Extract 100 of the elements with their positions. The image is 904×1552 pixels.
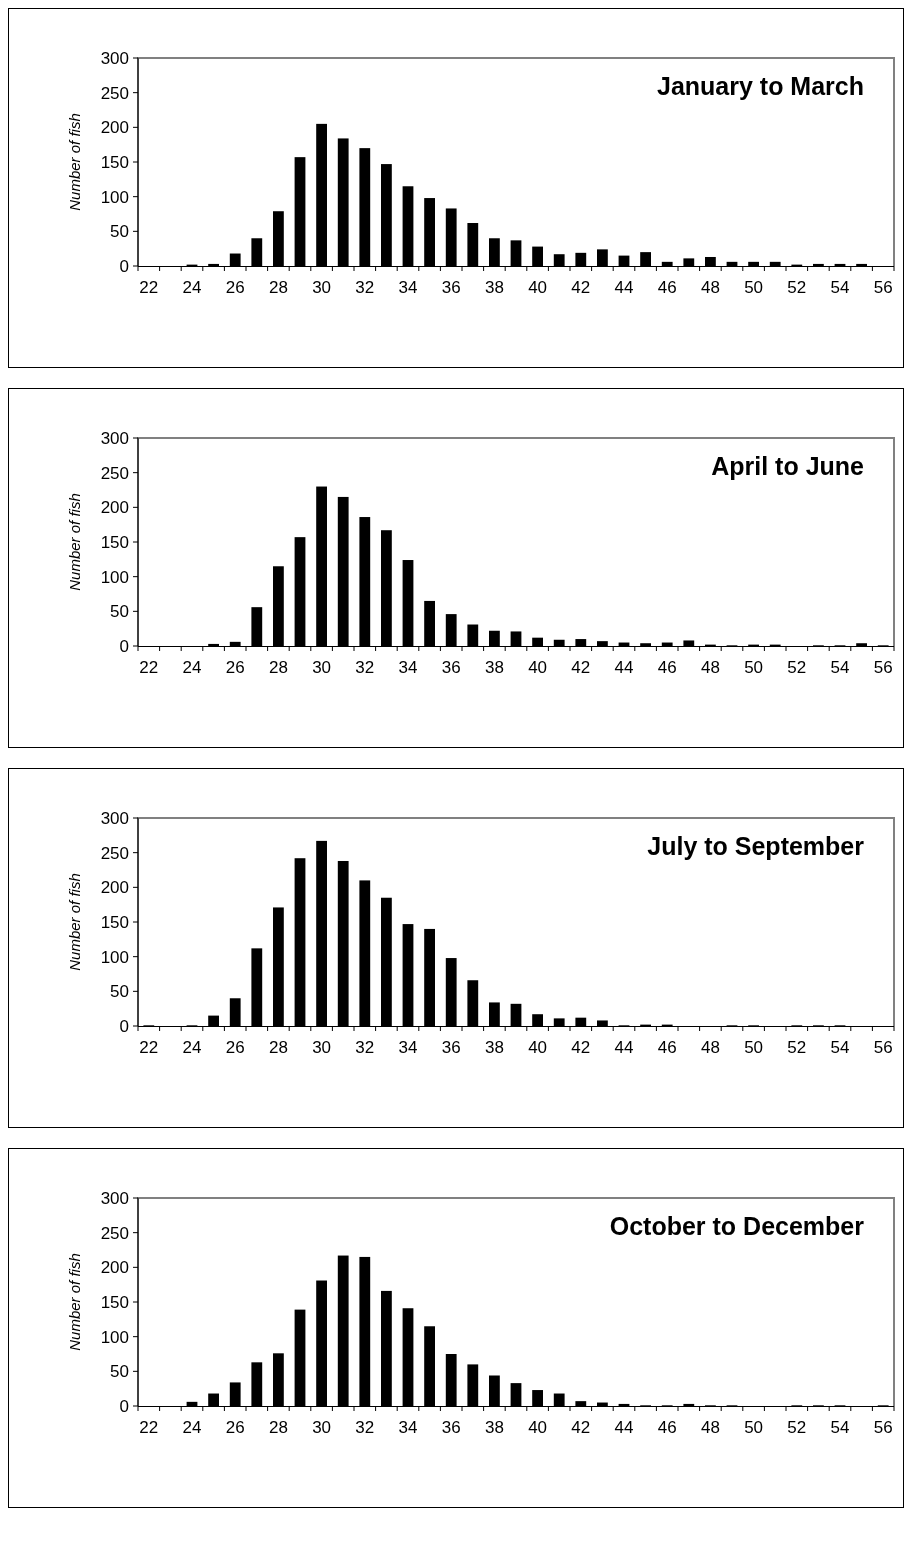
y-tick-label: 250 — [100, 463, 129, 483]
x-tick-label: 56 — [873, 1038, 893, 1057]
y-tick-label: 300 — [100, 48, 129, 68]
x-tick-label: 32 — [355, 658, 375, 677]
x-tick-label: 52 — [787, 278, 807, 297]
x-tick-label: 30 — [312, 1038, 332, 1057]
y-tick-label: 50 — [110, 222, 129, 242]
x-tick-label: 50 — [744, 1418, 764, 1437]
x-tick-label: 26 — [225, 278, 245, 297]
x-tick-label: 44 — [614, 1418, 634, 1437]
x-tick-label: 24 — [182, 278, 202, 297]
x-tick-label: 46 — [657, 1038, 677, 1057]
x-tick-label: 56 — [873, 278, 893, 297]
x-tick-label: 50 — [744, 658, 764, 677]
y-tick-label: 50 — [110, 1362, 129, 1382]
x-tick-label: 34 — [398, 278, 418, 297]
x-tick-label: 54 — [830, 1418, 850, 1437]
x-tick-label: 36 — [441, 278, 461, 297]
x-tick-label: 26 — [225, 1038, 245, 1057]
y-axis-title: Number of fish — [66, 113, 83, 211]
y-tick-label: 200 — [100, 878, 129, 898]
x-tick-label: 48 — [700, 1418, 720, 1437]
y-tick-label: 300 — [100, 808, 129, 828]
x-tick-label: 22 — [139, 1038, 159, 1057]
x-tick-label: 52 — [787, 1418, 807, 1437]
x-tick-label: 32 — [355, 1038, 375, 1057]
x-tick-label: 36 — [441, 658, 461, 677]
y-tick-label: 300 — [100, 428, 129, 448]
x-tick-label: 54 — [830, 658, 850, 677]
x-tick-label: 50 — [744, 278, 764, 297]
y-tick-label: 300 — [100, 1188, 129, 1208]
y-tick-label: 150 — [100, 152, 129, 172]
x-tick-label: 38 — [484, 658, 504, 677]
text: April to June — [711, 452, 865, 480]
x-tick-label: 46 — [657, 658, 677, 677]
x-tick-label: 30 — [312, 1418, 332, 1437]
y-tick-label: 250 — [100, 843, 129, 863]
x-tick-label: 28 — [268, 1418, 288, 1437]
x-tick-label: 44 — [614, 1038, 634, 1057]
x-tick-label: 28 — [268, 658, 288, 677]
x-tick-label: 54 — [830, 1038, 850, 1057]
x-tick-label: 34 — [398, 1038, 418, 1057]
x-tick-label: 38 — [484, 1038, 504, 1057]
x-tick-label: 22 — [139, 278, 159, 297]
x-tick-label: 22 — [139, 1418, 159, 1437]
x-tick-label: 46 — [657, 1418, 677, 1437]
y-tick-label: 100 — [100, 947, 129, 967]
y-tick-label: 100 — [100, 567, 129, 587]
x-tick-label: 42 — [571, 278, 591, 297]
y-axis-title: Number of fish — [66, 1253, 83, 1351]
y-tick-label: 200 — [100, 1258, 129, 1278]
x-tick-label: 52 — [787, 658, 807, 677]
x-tick-label: 42 — [571, 1418, 591, 1437]
x-tick-label: 34 — [398, 658, 418, 677]
x-tick-label: 24 — [182, 1038, 202, 1057]
y-tick-label: 100 — [100, 1327, 129, 1347]
y-axis-title: Number of fish — [66, 493, 83, 591]
x-tick-label: 38 — [484, 1418, 504, 1437]
x-tick-label: 28 — [268, 1038, 288, 1057]
y-axis-title: Number of fish — [66, 873, 83, 971]
x-tick-label: 34 — [398, 1418, 418, 1437]
x-tick-label: 40 — [528, 1038, 548, 1057]
x-tick-label: 44 — [614, 278, 634, 297]
y-tick-label: 150 — [100, 532, 129, 552]
x-tick-label: 40 — [528, 658, 548, 677]
y-tick-label: 0 — [119, 1016, 129, 1036]
y-tick-label: 250 — [100, 83, 129, 103]
y-tick-label: 200 — [100, 498, 129, 518]
x-tick-label: 56 — [873, 658, 893, 677]
x-tick-label: 56 — [873, 1418, 893, 1437]
x-tick-label: 38 — [484, 278, 504, 297]
x-tick-label: 40 — [528, 1418, 548, 1437]
x-tick-label: 42 — [571, 658, 591, 677]
x-tick-label: 28 — [268, 278, 288, 297]
x-tick-label: 54 — [830, 278, 850, 297]
y-tick-label: 0 — [119, 256, 129, 276]
y-tick-label: 0 — [119, 1396, 129, 1416]
x-tick-label: 50 — [744, 1038, 764, 1057]
x-tick-label: 46 — [657, 278, 677, 297]
text: January to March — [656, 72, 864, 100]
y-tick-label: 50 — [110, 602, 129, 622]
y-tick-label: 150 — [100, 912, 129, 932]
x-tick-label: 32 — [355, 278, 375, 297]
x-tick-label: 44 — [614, 658, 634, 677]
x-tick-label: 26 — [225, 658, 245, 677]
x-tick-label: 24 — [182, 1418, 202, 1437]
y-tick-label: 200 — [100, 118, 129, 138]
text: July to September — [647, 832, 865, 860]
x-tick-label: 22 — [139, 658, 159, 677]
x-tick-label: 24 — [182, 658, 202, 677]
x-tick-label: 42 — [571, 1038, 591, 1057]
y-tick-label: 0 — [119, 636, 129, 656]
x-tick-label: 48 — [700, 1038, 720, 1057]
x-tick-label: 32 — [355, 1418, 375, 1437]
x-tick-label: 30 — [312, 658, 332, 677]
text: October to December — [609, 1212, 865, 1240]
x-tick-label: 26 — [225, 1418, 245, 1437]
y-tick-label: 250 — [100, 1223, 129, 1243]
x-tick-label: 30 — [312, 278, 332, 297]
x-tick-label: 36 — [441, 1038, 461, 1057]
